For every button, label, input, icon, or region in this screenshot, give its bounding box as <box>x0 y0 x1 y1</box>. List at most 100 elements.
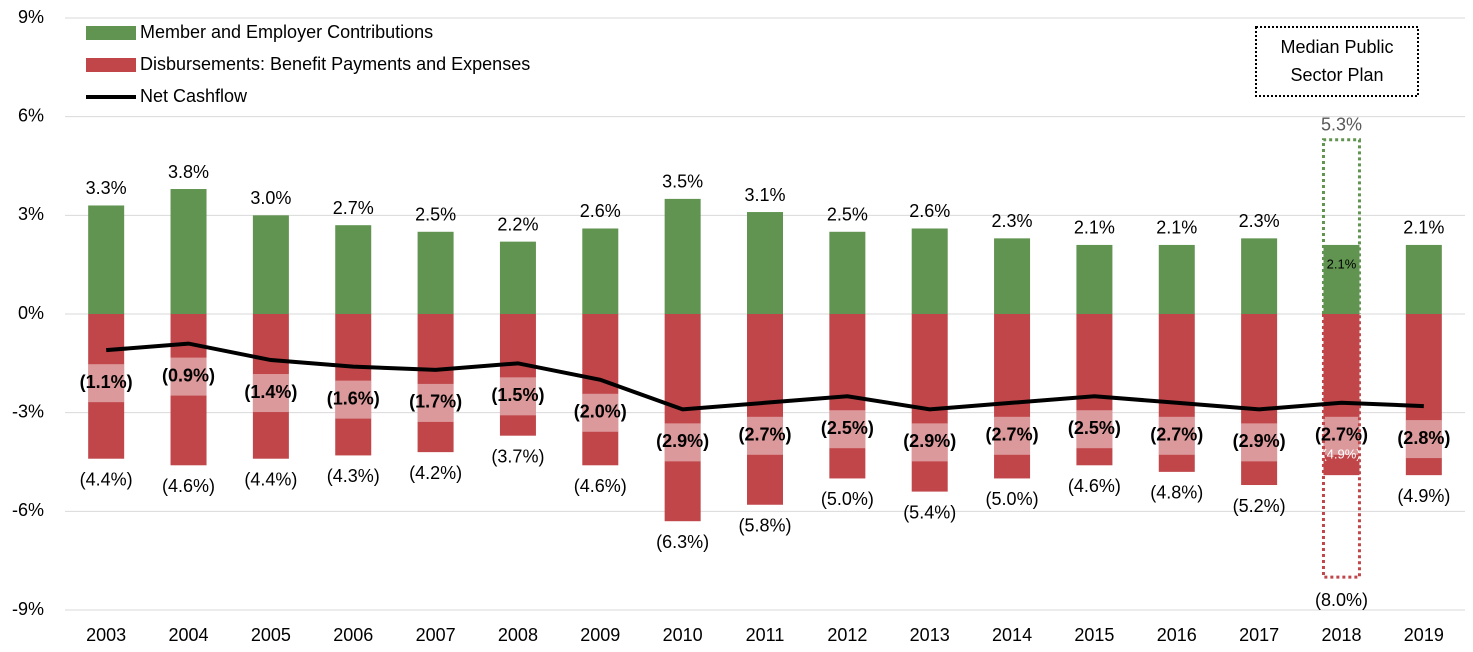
bar <box>252 314 289 459</box>
bar <box>1241 314 1278 486</box>
x-tick-label: 2006 <box>333 625 373 645</box>
bar <box>829 231 866 314</box>
legend-swatch <box>86 58 136 72</box>
value-label: (5.2%) <box>1233 496 1286 516</box>
median-legend-label: Median Public <box>1280 37 1393 57</box>
value-label: 3.3% <box>86 178 127 198</box>
net-label: (0.9%) <box>162 365 215 385</box>
legend-swatch <box>86 26 136 40</box>
value-label: (4.2%) <box>409 463 462 483</box>
net-label: (1.5%) <box>491 385 544 405</box>
x-tick-label: 2018 <box>1321 625 1361 645</box>
label-highlight <box>170 357 207 396</box>
label-highlight <box>335 380 372 419</box>
y-tick-label: 9% <box>18 7 44 27</box>
bar <box>1158 244 1195 314</box>
net-label: (1.7%) <box>409 392 462 412</box>
value-label: (4.8%) <box>1150 483 1203 503</box>
value-label: 2.3% <box>992 211 1033 231</box>
x-tick-label: 2015 <box>1074 625 1114 645</box>
bar <box>1241 238 1278 314</box>
net-label: (2.7%) <box>738 425 791 445</box>
x-tick-label: 2009 <box>580 625 620 645</box>
y-tick-label: 3% <box>18 204 44 224</box>
median-legend-box <box>1255 26 1419 97</box>
bar <box>335 314 372 456</box>
label-highlight <box>829 410 866 449</box>
label-highlight <box>582 393 619 432</box>
bar <box>911 314 948 492</box>
value-label: (4.6%) <box>574 476 627 496</box>
net-label: (2.0%) <box>574 402 627 422</box>
bar <box>1076 244 1113 314</box>
net-label: (2.9%) <box>656 431 709 451</box>
bar <box>747 212 783 314</box>
x-tick-label: 2005 <box>251 625 291 645</box>
x-tick-label: 2019 <box>1404 625 1444 645</box>
net-line <box>106 341 1424 412</box>
net-label: (2.7%) <box>1315 425 1368 445</box>
x-tick-label: 2011 <box>746 625 785 645</box>
median-contributions <box>1321 138 1361 314</box>
value-label: 2.5% <box>415 205 456 225</box>
value-label: 3.1% <box>744 185 785 205</box>
value-label: (5.0%) <box>986 489 1039 509</box>
net-label: (2.9%) <box>1233 431 1286 451</box>
value-label: 2.6% <box>580 201 621 221</box>
label-highlight <box>1158 416 1195 455</box>
net-label: (2.7%) <box>986 425 1039 445</box>
y-tick-label: -3% <box>12 401 44 421</box>
bar <box>252 215 289 314</box>
value-label: (4.4%) <box>80 469 133 489</box>
bar <box>88 205 125 314</box>
x-tick-label: 2013 <box>910 625 950 645</box>
x-tick-label: 2003 <box>86 625 126 645</box>
bar <box>664 314 701 522</box>
bar <box>335 225 372 314</box>
bar <box>170 189 207 314</box>
label-highlight <box>994 416 1031 455</box>
x-tick-label: 2017 <box>1239 625 1279 645</box>
label-highlight <box>1405 420 1442 459</box>
legend-label: Net Cashflow <box>140 86 248 106</box>
bar <box>911 228 948 314</box>
bar <box>1158 314 1195 472</box>
label-highlight <box>1323 416 1360 455</box>
y-tick-label: -9% <box>12 599 44 619</box>
bar <box>499 314 536 436</box>
legend-label: Member and Employer Contributions <box>140 22 433 42</box>
label-highlight <box>747 416 783 455</box>
median-label: 5.3% <box>1321 114 1362 134</box>
bar <box>170 314 207 466</box>
value-label: (6.3%) <box>656 532 709 552</box>
bar <box>417 231 454 314</box>
value-label: 3.5% <box>662 172 703 192</box>
value-label: (4.9%) <box>1322 447 1360 462</box>
x-tick-label: 2012 <box>827 625 867 645</box>
value-label: (5.4%) <box>903 502 956 522</box>
y-tick-label: -6% <box>12 500 44 520</box>
value-label: (3.7%) <box>491 446 544 466</box>
value-label: 3.8% <box>168 162 209 182</box>
value-label: 2.5% <box>827 205 868 225</box>
value-label: 3.0% <box>250 188 291 208</box>
bar <box>994 238 1031 314</box>
x-tick-label: 2010 <box>663 625 703 645</box>
label-highlight <box>911 423 948 462</box>
bar <box>747 314 783 505</box>
bar <box>1323 244 1360 314</box>
value-label: (5.8%) <box>738 516 791 536</box>
value-label: (4.6%) <box>1068 476 1121 496</box>
value-label: (5.0%) <box>821 489 874 509</box>
legend-label: Disbursements: Benefit Payments and Expe… <box>140 54 530 74</box>
label-highlight <box>88 364 125 403</box>
label-highlight <box>252 374 289 413</box>
x-tick-label: 2008 <box>498 625 538 645</box>
label-highlight <box>417 383 454 422</box>
bar <box>582 228 619 314</box>
net-label: (2.8%) <box>1397 428 1450 448</box>
net-label: (2.5%) <box>821 418 874 438</box>
value-label: 2.2% <box>497 214 538 234</box>
median-label: (8.0%) <box>1315 590 1368 610</box>
